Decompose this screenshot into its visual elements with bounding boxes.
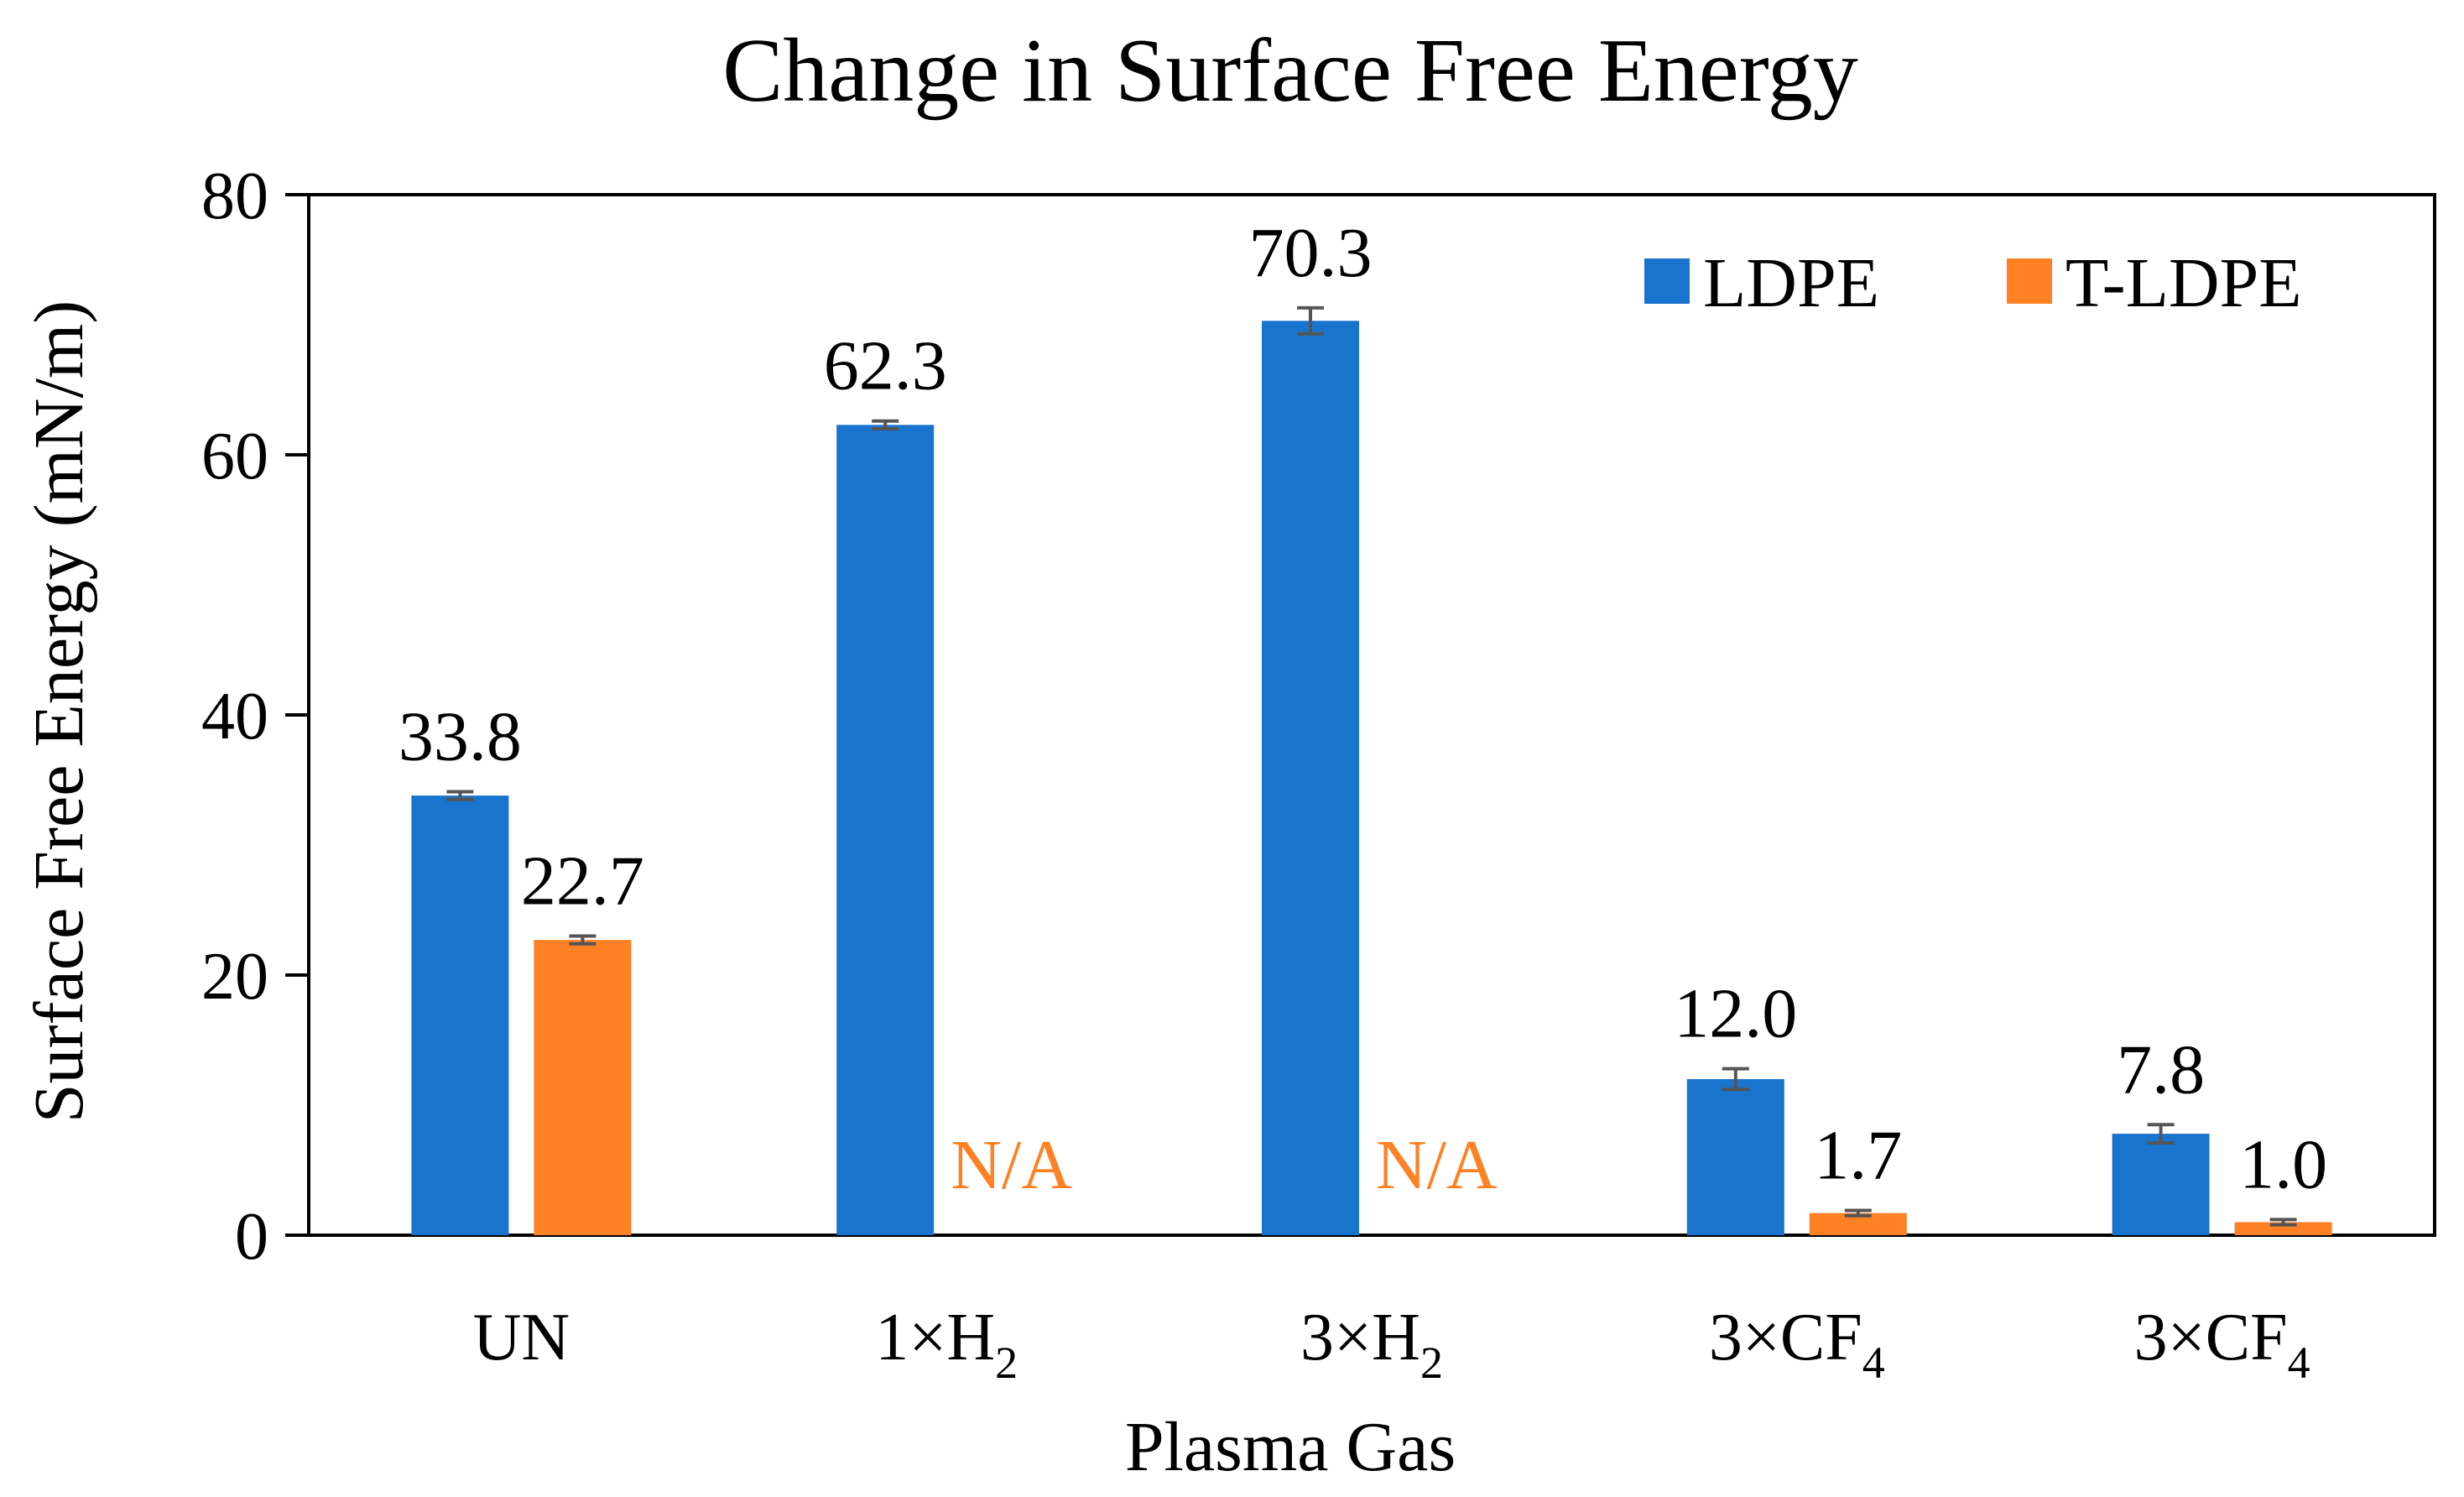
bar-ldpe bbox=[2112, 1134, 2210, 1235]
bars bbox=[411, 321, 2332, 1236]
error-bar bbox=[2269, 1218, 2297, 1227]
x-tick-label: 3×H2 bbox=[1300, 1301, 1443, 1388]
legend-label-tldpe: T-LDPE bbox=[2065, 244, 2302, 322]
data-label: 70.3 bbox=[1249, 214, 1373, 292]
x-tick-label: UN bbox=[473, 1301, 570, 1374]
data-label: 12.0 bbox=[1674, 975, 1797, 1053]
error-bar bbox=[1722, 1067, 1749, 1092]
error-bar bbox=[446, 790, 474, 801]
data-label: 22.7 bbox=[521, 842, 644, 921]
bar-ldpe bbox=[411, 795, 509, 1235]
legend: LDPE T-LDPE bbox=[1644, 244, 2302, 322]
x-tick-label: 3×CF4 bbox=[1709, 1301, 1885, 1388]
error-bar bbox=[569, 934, 596, 946]
bar-ldpe bbox=[836, 425, 935, 1236]
y-tick-label: 60 bbox=[201, 420, 268, 493]
error-bar bbox=[2147, 1123, 2175, 1145]
bar-ldpe bbox=[1262, 321, 1359, 1236]
legend-swatch-ldpe bbox=[1644, 258, 1690, 304]
y-tick-label: 20 bbox=[201, 940, 268, 1014]
chart-title: Change in Surface Free Energy bbox=[722, 21, 1858, 121]
y-tick-label: 80 bbox=[201, 159, 268, 233]
x-axis: UN 1×H2 3×H2 3×CF4 3×CF4 bbox=[473, 1301, 2310, 1388]
x-axis-label: Plasma Gas bbox=[1125, 1408, 1456, 1486]
data-label: 33.8 bbox=[399, 697, 522, 775]
data-label: 7.8 bbox=[2117, 1030, 2205, 1108]
error-bar bbox=[1297, 305, 1324, 336]
data-label: 1.7 bbox=[1814, 1117, 1902, 1195]
bar-t-ldpe bbox=[534, 940, 632, 1235]
bar-ldpe bbox=[1686, 1079, 1784, 1235]
legend-label-ldpe: LDPE bbox=[1703, 244, 1879, 322]
y-axis: 0 20 40 60 80 bbox=[201, 159, 309, 1274]
x-tick-label: 3×CF4 bbox=[2134, 1301, 2310, 1388]
legend-swatch-tldpe bbox=[2007, 258, 2052, 304]
y-tick-label: 40 bbox=[201, 680, 268, 754]
error-bar bbox=[872, 419, 899, 430]
data-labels: 33.8 62.3 70.3 12.0 7.8 22.7 N/A N/A 1.7 1.0 bbox=[399, 214, 2327, 1204]
bar-t-ldpe bbox=[2234, 1222, 2332, 1235]
data-label: 62.3 bbox=[824, 327, 947, 405]
na-label: N/A bbox=[951, 1126, 1072, 1204]
na-label: N/A bbox=[1376, 1126, 1498, 1204]
y-axis-label: Surface Free Energy (mN/m) bbox=[20, 300, 98, 1123]
error-bars bbox=[446, 305, 2297, 1227]
error-bar bbox=[1844, 1208, 1872, 1218]
x-tick-label: 1×H2 bbox=[875, 1301, 1018, 1388]
data-label: 1.0 bbox=[2239, 1125, 2327, 1203]
y-tick-label: 0 bbox=[235, 1200, 268, 1274]
